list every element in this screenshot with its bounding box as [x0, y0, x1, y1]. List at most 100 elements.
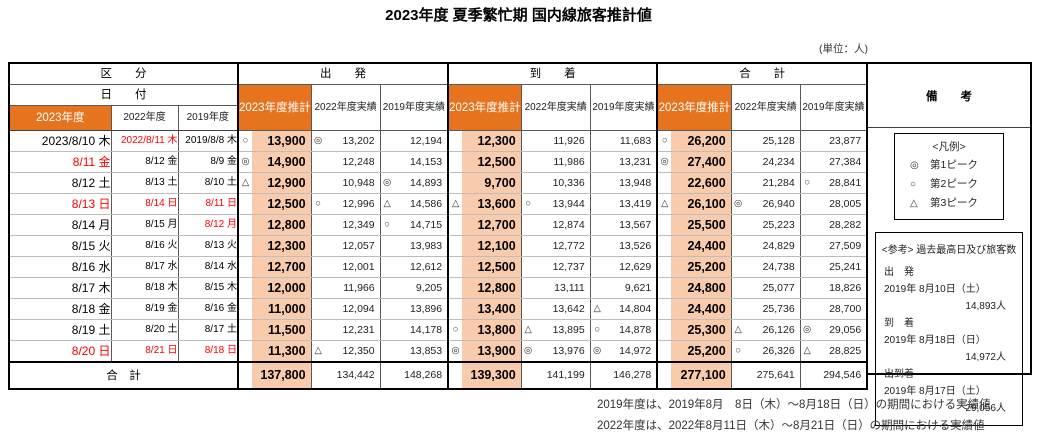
dep-2022-cell: 12,231 — [310, 319, 381, 341]
peak-mark — [381, 237, 394, 256]
date-2022-cell: 8/12 金 — [110, 151, 179, 173]
date-2019-cell: 8/11 日 — [177, 193, 239, 215]
header-arr-act2019: 2019年度実績 — [589, 84, 658, 131]
tot-2022-cell: 24,234 — [730, 151, 801, 173]
peak-mark — [591, 216, 604, 235]
tot-2022-cell: 24,738 — [730, 256, 801, 278]
peak-mark: ◎ — [382, 177, 392, 188]
arr-2022-cell: △ 13,895 — [520, 319, 591, 341]
date-2022-cell: 8/16 火 — [110, 235, 179, 257]
peak-mark: △ — [383, 198, 391, 209]
peak-mark: △ — [451, 198, 460, 209]
peak-mark: ◎ — [451, 345, 460, 356]
date-2019-cell: 8/12 月 — [177, 214, 239, 236]
tot-2022-cell: △ 26,126 — [730, 319, 801, 341]
header-arr-act2022: 2022年度実績 — [520, 84, 591, 131]
table-row: 8/14 月 8/15 月 8/12 月 12,800 12,349 ○ 14,7… — [8, 214, 868, 236]
table-row: 2023/8/10 木 2022/8/11 木 2019/8/8 木 ○ 13,9… — [8, 130, 868, 152]
dep-2022-cell: 12,248 — [310, 151, 381, 173]
dep-2019-cell: 14,178 — [379, 319, 449, 341]
footnote-2022: 2022年度は、2022年8月11日（木）～8月21日（日）の期間における実績値 — [597, 420, 985, 432]
passenger-table: 区 分 出 発 到 着 合 計 日 付 2023年度推計 2022年度実績 20… — [8, 62, 869, 390]
arr-est-cell: 12,100 — [447, 235, 522, 257]
arr-2022-cell: 13,642 — [520, 298, 591, 320]
peak2-mark-icon: ○ — [910, 179, 917, 190]
peak-mark — [312, 321, 325, 340]
total-arr-2022-cell: 141,199 — [520, 361, 591, 390]
peak-mark — [240, 237, 252, 256]
dep-2022-cell: △ 12,350 — [310, 340, 381, 363]
peak-mark — [240, 341, 252, 361]
header-tot-act2019: 2019年度実績 — [799, 84, 868, 131]
tot-2022-cell: 25,077 — [730, 277, 801, 299]
arr-2022-cell: 11,986 — [520, 151, 591, 173]
date-2019-cell: 8/10 土 — [177, 172, 239, 194]
peak-mark — [312, 279, 325, 298]
table-row: 8/12 土 8/13 土 8/10 土 △ 12,900 10,948 ◎ 14,… — [8, 172, 868, 194]
date-2023-cell: 8/13 日 — [8, 193, 112, 215]
arr-est-cell: 12,500 — [447, 151, 522, 173]
dep-est-cell: 11,500 — [236, 319, 312, 341]
peak-mark — [312, 216, 325, 235]
tot-est-cell: 25,300 — [656, 319, 732, 341]
header-year-2022: 2022年度 — [110, 105, 179, 131]
peak-mark — [591, 174, 604, 193]
total-arr-est-cell: 139,300 — [447, 361, 522, 390]
date-2023-cell: 8/17 木 — [8, 277, 112, 299]
header-departure: 出 発 — [236, 62, 449, 85]
peak-mark: ○ — [242, 135, 249, 146]
peak-mark — [732, 174, 745, 193]
peak-mark: ◎ — [593, 345, 602, 356]
peak-mark — [450, 279, 462, 298]
peak-mark — [801, 216, 814, 235]
arr-2019-cell: 13,419 — [589, 193, 658, 215]
header-kubun: 区 分 — [8, 62, 239, 85]
dep-2022-cell: 11,966 — [310, 277, 381, 299]
peak-mark: ○ — [594, 324, 601, 335]
legend-title: <凡例> — [932, 141, 966, 153]
table-row: 8/11 金 8/12 金 8/9 金 ◎ 14,900 12,248 14,15… — [8, 151, 868, 173]
reference-item: 出到着2019年 8月17日（土） — [884, 369, 986, 397]
tot-2019-cell: △ 28,825 — [799, 340, 868, 363]
dep-2022-cell: ○ 12,996 — [310, 193, 381, 215]
tot-est-cell: 24,400 — [656, 298, 732, 320]
arr-2019-cell: ◎ 14,972 — [589, 340, 658, 363]
unit-label: (単位：人) — [819, 43, 868, 55]
tot-est-cell: ◎ 27,400 — [656, 151, 732, 173]
peak-mark — [801, 300, 814, 319]
header-tot-act2022: 2022年度実績 — [730, 84, 801, 131]
date-2023-cell: 8/15 火 — [8, 235, 112, 257]
peak-mark — [450, 237, 462, 256]
dep-2022-cell: 12,349 — [310, 214, 381, 236]
table-row: 8/15 火 8/16 火 8/13 火 12,300 12,057 13,98… — [8, 235, 868, 257]
arr-est-cell: 12,300 — [447, 130, 522, 152]
total-dep-est-cell: 137,800 — [236, 361, 312, 390]
arr-est-cell: 12,500 — [447, 256, 522, 278]
date-2019-cell: 8/18 日 — [177, 340, 239, 363]
peak-mark: ○ — [315, 198, 321, 209]
arr-2022-cell: 13,111 — [520, 277, 591, 299]
header-dep-est2023: 2023年度推計 — [236, 84, 312, 131]
dep-2019-cell: ○ 14,715 — [379, 214, 449, 236]
legend-label: 第2ピーク — [930, 178, 978, 190]
date-2022-cell: 8/19 金 — [110, 298, 179, 320]
header-year-2023: 2023年度 — [8, 105, 112, 131]
tot-est-cell: △ 26,100 — [656, 193, 732, 215]
date-2022-cell: 8/17 水 — [110, 256, 179, 278]
peak-mark — [450, 216, 462, 235]
total-row-label: 合 計 — [8, 361, 239, 390]
dep-2022-cell: 12,057 — [310, 235, 381, 257]
peak-mark — [801, 258, 814, 277]
dep-est-cell: △ 12,900 — [236, 172, 312, 194]
peak-mark: ○ — [384, 219, 390, 230]
tot-2022-cell: ◎ 26,940 — [730, 193, 801, 215]
footnotes: 2019年度は、2019年8月 8日（木）～8月18日（日）の期間における実績値… — [597, 395, 991, 437]
arr-est-cell: ◎ 13,900 — [447, 340, 522, 363]
peak-mark — [381, 321, 394, 340]
tot-2022-cell: 25,128 — [730, 130, 801, 152]
legend-item: ◎ 第1ピーク — [895, 156, 1003, 175]
tot-2022-cell: 25,223 — [730, 214, 801, 236]
peak-mark — [522, 216, 535, 235]
peak-mark — [591, 132, 604, 151]
peak-mark — [659, 258, 671, 277]
